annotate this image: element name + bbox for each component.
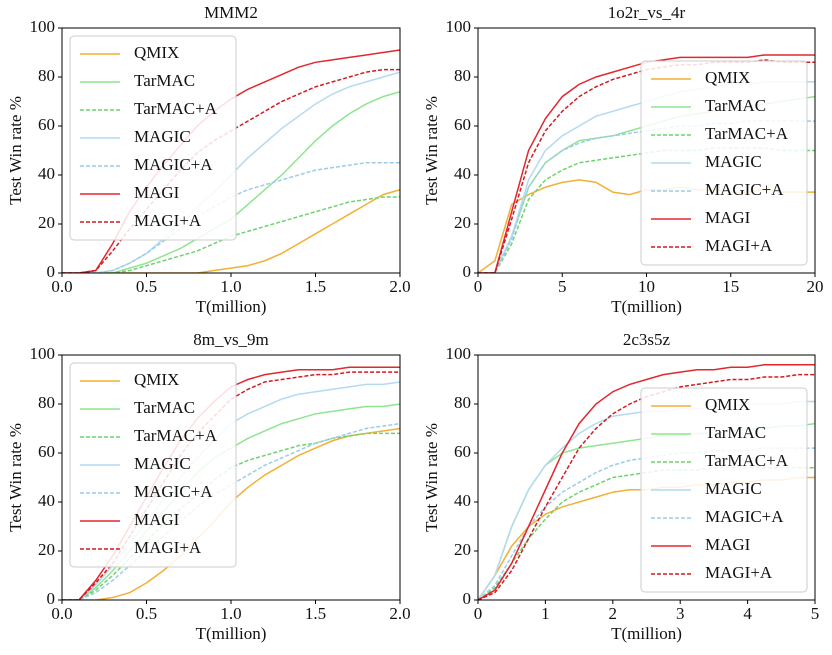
legend-label: QMIX bbox=[134, 370, 179, 389]
y-tick-label: 80 bbox=[38, 66, 55, 85]
legend-box bbox=[69, 362, 237, 568]
plot-frame bbox=[477, 27, 816, 274]
y-tick-label: 60 bbox=[454, 115, 471, 134]
legend-label: TarMAC+A bbox=[705, 451, 789, 470]
legend-label: TarMAC bbox=[705, 423, 766, 442]
x-axis-label: T(million) bbox=[611, 624, 682, 643]
y-tick-label: 80 bbox=[38, 393, 55, 412]
legend-label: MAGI+A bbox=[705, 563, 773, 582]
chart-title: MMM2 bbox=[204, 3, 258, 22]
y-tick-label: 40 bbox=[454, 491, 471, 510]
legend-label: MAGI bbox=[134, 183, 180, 202]
x-tick-label: 20 bbox=[807, 277, 824, 296]
x-tick-label: 2 bbox=[609, 604, 618, 623]
legend-label: TarMAC+A bbox=[134, 426, 218, 445]
y-axis-label: Test Win rate % bbox=[422, 423, 441, 532]
legend-label: QMIX bbox=[705, 395, 750, 414]
x-tick-label: 2.0 bbox=[389, 277, 410, 296]
chart-title: 1o2r_vs_4r bbox=[608, 3, 686, 22]
x-tick-label: 1.0 bbox=[220, 604, 241, 623]
y-tick-label: 20 bbox=[38, 213, 55, 232]
y-tick-label: 20 bbox=[38, 540, 55, 559]
y-tick-label: 80 bbox=[454, 66, 471, 85]
x-axis-label: T(million) bbox=[611, 297, 682, 316]
legend-box bbox=[69, 35, 237, 241]
x-tick-label: 2.0 bbox=[389, 604, 410, 623]
legend-label: TarMAC+A bbox=[134, 99, 218, 118]
legend-label: TarMAC+A bbox=[705, 124, 789, 143]
y-tick-label: 0 bbox=[47, 589, 56, 608]
legend-label: MAGI bbox=[705, 535, 751, 554]
y-tick-label: 20 bbox=[454, 540, 471, 559]
legend-label: MAGIC bbox=[134, 127, 191, 146]
x-tick-label: 0.5 bbox=[136, 604, 157, 623]
x-tick-label: 1.0 bbox=[220, 277, 241, 296]
legend-label: TarMAC bbox=[134, 71, 195, 90]
y-tick-label: 60 bbox=[454, 442, 471, 461]
x-tick-label: 3 bbox=[676, 604, 685, 623]
y-tick-label: 80 bbox=[454, 393, 471, 412]
legend-box bbox=[640, 60, 808, 266]
legend-label: MAGIC+A bbox=[134, 155, 213, 174]
y-tick-label: 60 bbox=[38, 115, 55, 134]
legend-label: MAGI bbox=[134, 510, 180, 529]
y-tick-label: 0 bbox=[463, 589, 472, 608]
x-tick-label: 1.5 bbox=[305, 604, 326, 623]
x-tick-label: 0.0 bbox=[51, 604, 72, 623]
y-tick-label: 100 bbox=[30, 344, 56, 363]
plot-frame bbox=[61, 354, 401, 601]
y-tick-label: 40 bbox=[454, 164, 471, 183]
legend-label: MAGIC+A bbox=[705, 507, 784, 526]
legend-label: QMIX bbox=[134, 43, 179, 62]
y-axis-label: Test Win rate % bbox=[6, 96, 25, 205]
y-tick-label: 100 bbox=[446, 17, 472, 36]
x-tick-label: 5 bbox=[558, 277, 567, 296]
legend-label: TarMAC bbox=[705, 96, 766, 115]
legend-label: MAGI+A bbox=[705, 236, 773, 255]
x-tick-label: 1 bbox=[541, 604, 550, 623]
y-tick-label: 0 bbox=[47, 262, 56, 281]
series-line bbox=[62, 422, 400, 600]
series-line bbox=[62, 162, 400, 273]
legend-label: MAGIC+A bbox=[705, 180, 784, 199]
x-tick-label: 5 bbox=[811, 604, 820, 623]
y-tick-label: 20 bbox=[454, 213, 471, 232]
legend-label: MAGIC bbox=[705, 152, 762, 171]
legend-label: MAGI+A bbox=[134, 538, 202, 557]
y-axis-label: Test Win rate % bbox=[6, 423, 25, 532]
legend-label: QMIX bbox=[705, 68, 750, 87]
y-tick-label: 60 bbox=[38, 442, 55, 461]
x-tick-label: 15 bbox=[722, 277, 739, 296]
x-tick-label: 1.5 bbox=[305, 277, 326, 296]
y-tick-label: 100 bbox=[30, 17, 56, 36]
legend-label: MAGI bbox=[705, 208, 751, 227]
x-tick-label: 0.0 bbox=[51, 277, 72, 296]
chart-title: 2c3s5z bbox=[623, 330, 671, 349]
y-tick-label: 100 bbox=[446, 344, 472, 363]
legend-label: MAGIC bbox=[705, 479, 762, 498]
y-tick-label: 0 bbox=[463, 262, 472, 281]
y-tick-label: 40 bbox=[38, 164, 55, 183]
legend-label: MAGIC bbox=[134, 454, 191, 473]
legend-label: MAGIC+A bbox=[134, 482, 213, 501]
legend-label: TarMAC bbox=[134, 398, 195, 417]
x-tick-label: 10 bbox=[638, 277, 655, 296]
x-tick-label: 4 bbox=[743, 604, 752, 623]
legend-box bbox=[640, 387, 808, 593]
x-tick-label: 0.5 bbox=[136, 277, 157, 296]
plot-frame bbox=[61, 27, 401, 274]
x-tick-label: 0 bbox=[474, 277, 483, 296]
x-tick-label: 0 bbox=[474, 604, 483, 623]
series-line bbox=[62, 188, 400, 273]
chart-title: 8m_vs_9m bbox=[193, 330, 269, 349]
legend-label: MAGI+A bbox=[134, 211, 202, 230]
x-axis-label: T(million) bbox=[196, 297, 267, 316]
y-axis-label: Test Win rate % bbox=[422, 96, 441, 205]
series-line bbox=[478, 364, 815, 600]
y-tick-label: 40 bbox=[38, 491, 55, 510]
x-axis-label: T(million) bbox=[196, 624, 267, 643]
plot-frame bbox=[477, 354, 816, 601]
